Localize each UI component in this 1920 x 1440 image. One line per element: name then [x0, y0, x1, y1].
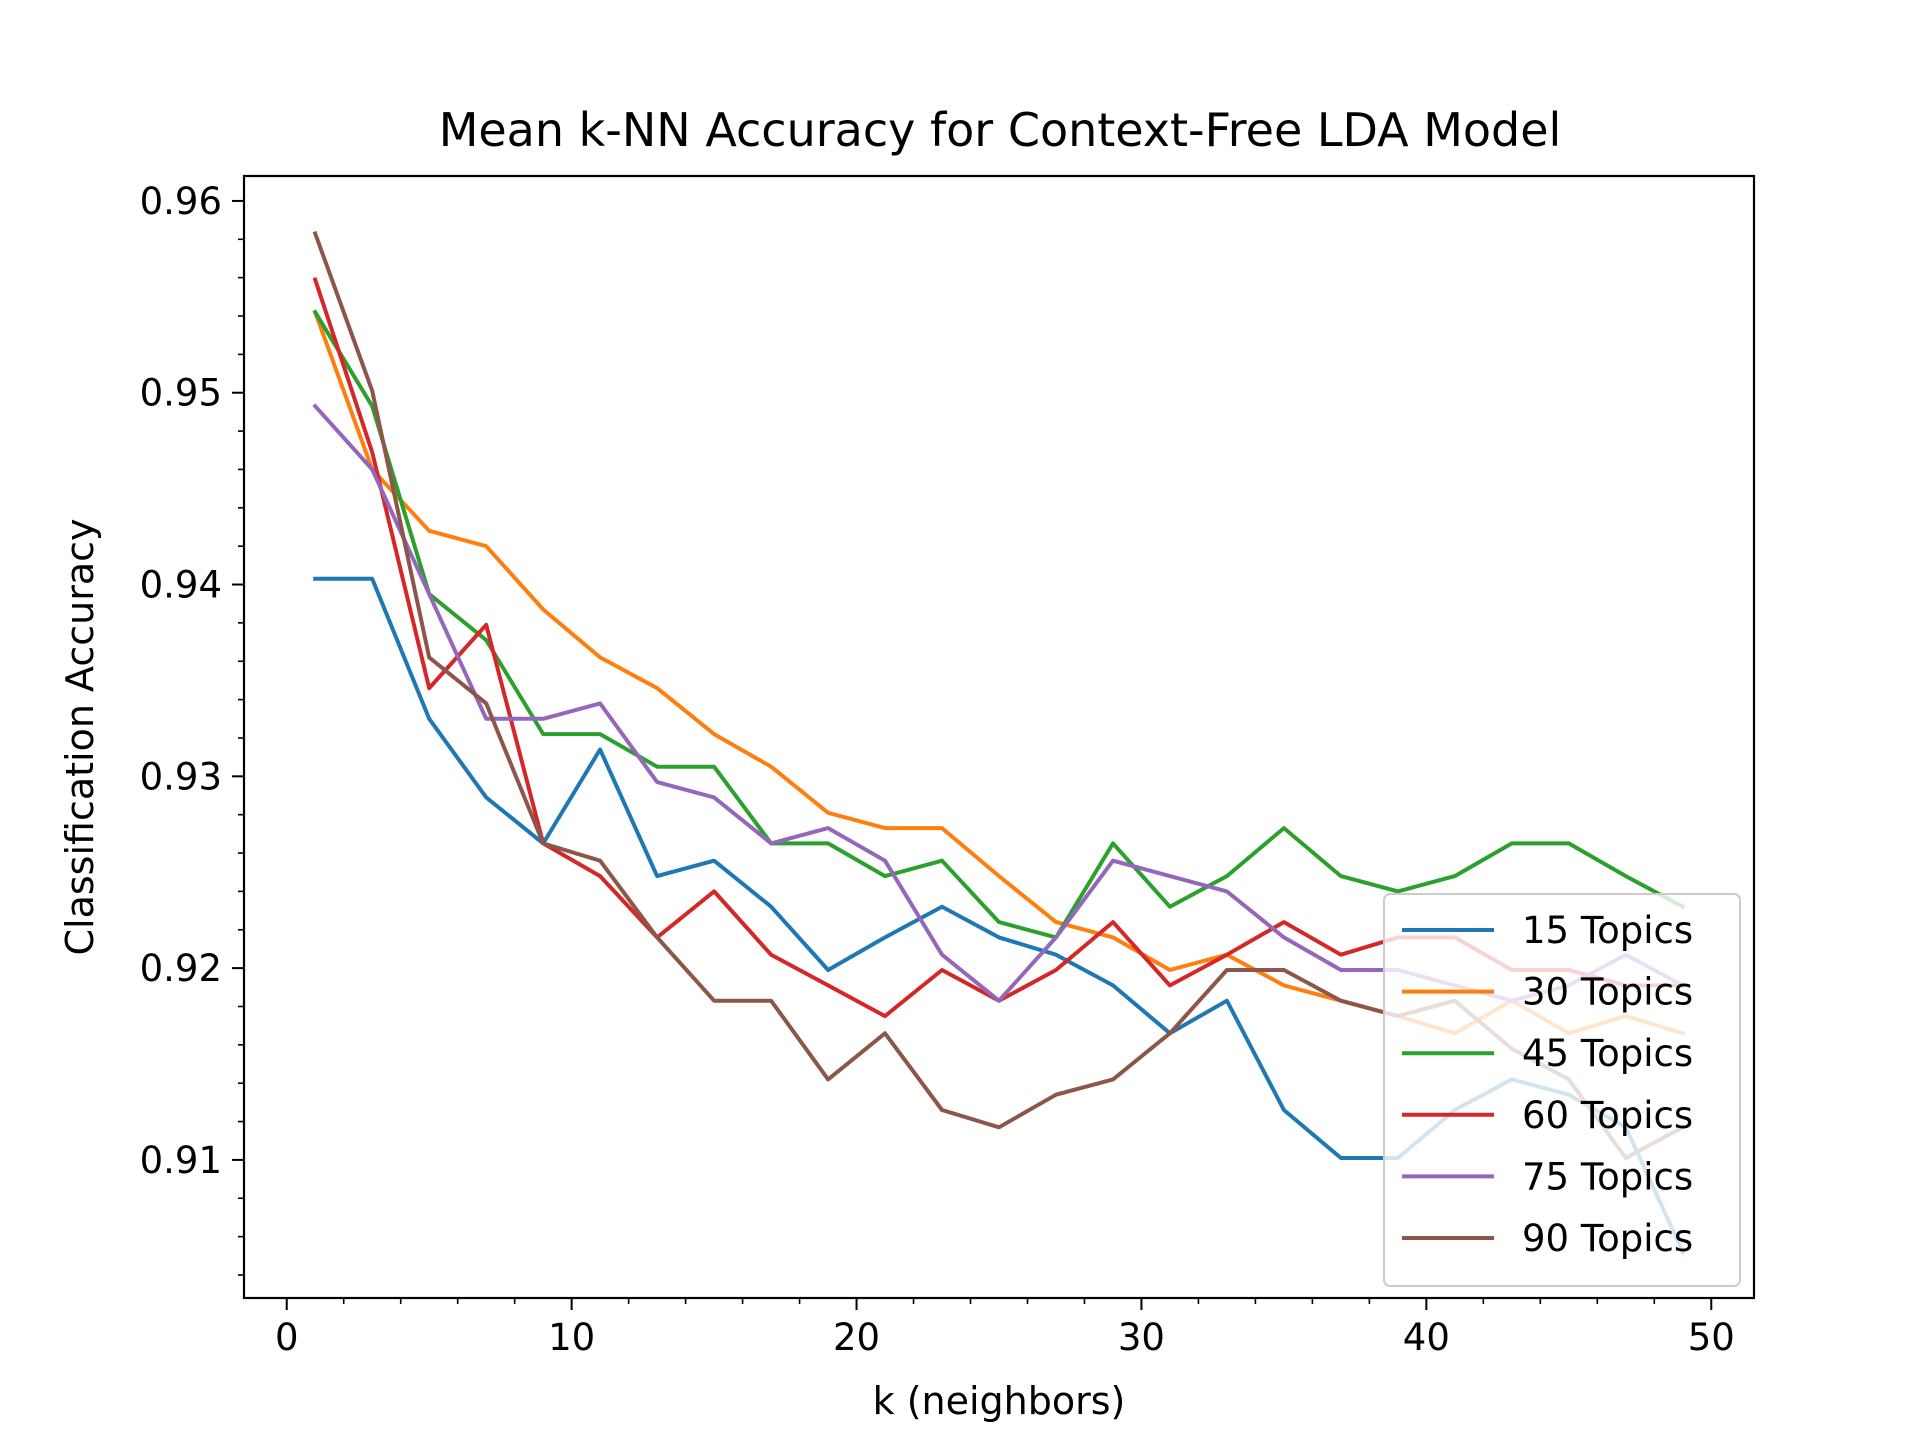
legend-label-5: 75 Topics — [1522, 1155, 1693, 1198]
legend-label-2: 30 Topics — [1522, 971, 1693, 1014]
legend-label-6: 90 Topics — [1522, 1217, 1693, 1260]
x-axis: 0 10 20 30 40 50 — [275, 1298, 1735, 1359]
legend-label-1: 15 Topics — [1522, 909, 1693, 952]
x-tick-label: 20 — [833, 1316, 880, 1359]
legend-label-3: 45 Topics — [1522, 1032, 1693, 1075]
y-tick-label: 0.93 — [140, 755, 222, 798]
legend-label-4: 60 Topics — [1522, 1094, 1693, 1137]
y-tick-label: 0.92 — [140, 947, 222, 990]
x-axis-label: k (neighbors) — [873, 1379, 1126, 1423]
x-tick-label: 0 — [275, 1316, 299, 1359]
x-tick-label: 30 — [1118, 1316, 1165, 1359]
y-tick-label: 0.94 — [140, 564, 222, 607]
x-tick-label: 40 — [1403, 1316, 1450, 1359]
y-tick-label: 0.96 — [140, 180, 222, 223]
x-tick-label: 10 — [548, 1316, 595, 1359]
plot-frame — [242, 174, 1756, 1300]
legend: 15 Topics 30 Topics 45 Topics 60 Topics 75 T… — [1383, 893, 1741, 1287]
x-tick-label: 50 — [1688, 1316, 1735, 1359]
y-tick-label: 0.95 — [140, 372, 222, 415]
y-axis-label: Classification Accuracy — [58, 519, 102, 956]
series-line-3 — [312, 309, 1686, 940]
y-axis: 0.91 0.92 0.93 0.94 0.95 0.96 — [140, 180, 244, 1276]
y-tick-label: 0.91 — [140, 1139, 222, 1182]
chart-title: Mean k-NN Accuracy for Context-Free LDA … — [439, 103, 1562, 157]
